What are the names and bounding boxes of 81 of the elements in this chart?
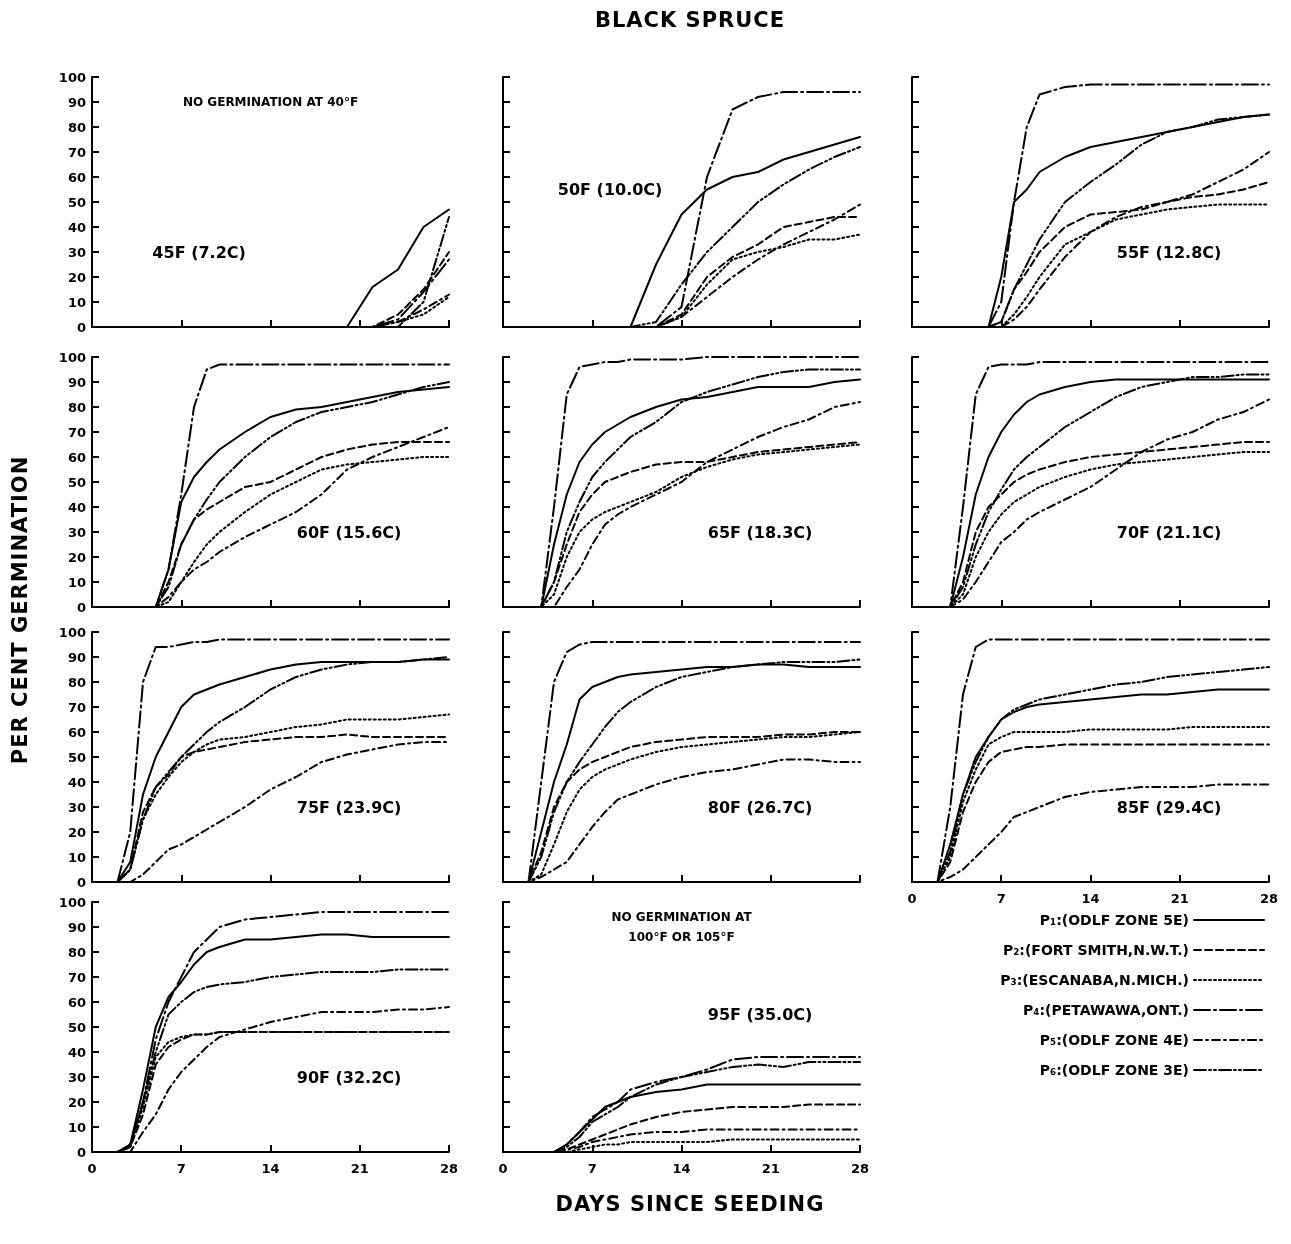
y-tick-label: 30	[67, 524, 86, 540]
annotation: 70F (21.1C)	[1116, 522, 1222, 542]
y-axis-title: PER CENT GERMINATION	[8, 455, 32, 765]
y-tick-label: 90	[67, 919, 86, 935]
x-tick-label: 0	[87, 1161, 97, 1176]
y-tick-label: 40	[67, 499, 86, 515]
x-tick-label: 21	[350, 1161, 369, 1176]
x-tick-label: 0	[498, 1161, 508, 1176]
x-tick-label: 21	[1170, 891, 1189, 906]
y-tick-label: 100	[58, 894, 86, 910]
y-tick-label: 80	[67, 944, 86, 960]
y-tick-label: 10	[67, 574, 86, 590]
y-tick-label: 30	[67, 799, 86, 815]
x-tick-label: 7	[176, 1161, 186, 1176]
y-tick-label: 90	[67, 374, 86, 390]
y-tick-label: 60	[67, 169, 86, 185]
y-tick-label: 20	[67, 824, 86, 840]
x-tick-label: 28	[850, 1161, 870, 1176]
y-tick-label: 60	[67, 994, 86, 1010]
annotation: NO GERMINATION AT 40°F	[182, 95, 359, 109]
x-tick-label: 28	[439, 1161, 458, 1176]
y-tick-label: 10	[67, 294, 86, 310]
y-tick-label: 10	[67, 849, 86, 865]
annotation: NO GERMINATION AT 100°F OR 105°F	[611, 910, 753, 944]
annotation: 80F (26.7C)	[707, 797, 813, 817]
y-tick-label: 90	[67, 94, 86, 110]
y-tick-label: 20	[67, 269, 86, 285]
y-tick-label: 100	[58, 69, 86, 85]
x-tick-label: 7	[996, 891, 1006, 906]
annotation: 55F (12.8C)	[1116, 242, 1222, 262]
y-tick-label: 80	[67, 399, 86, 415]
annotation: 45F (7.2C)	[152, 242, 246, 262]
y-tick-label: 60	[67, 724, 86, 740]
legend-label: P₆:(ODLF ZONE 3E)	[1039, 1062, 1189, 1078]
y-tick-label: 100	[58, 624, 86, 640]
annotation: 95F (35.0C)	[707, 1005, 813, 1024]
y-tick-label: 50	[67, 749, 86, 765]
y-tick-label: 70	[67, 424, 86, 440]
y-tick-label: 0	[76, 1144, 86, 1160]
x-tick-label: 14	[672, 1161, 691, 1176]
y-tick-label: 40	[67, 774, 86, 790]
y-tick-label: 70	[67, 969, 86, 985]
chart-title: BLACK SPRUCE	[594, 8, 786, 32]
y-tick-label: 90	[67, 649, 86, 665]
y-tick-label: 10	[67, 1119, 86, 1135]
y-tick-label: 30	[67, 244, 86, 260]
y-tick-label: 20	[67, 549, 86, 565]
y-tick-label: 70	[67, 699, 86, 715]
x-tick-label: 28	[1259, 891, 1278, 906]
y-tick-label: 60	[67, 449, 86, 465]
y-tick-label: 40	[67, 219, 86, 235]
x-tick-label: 14	[261, 1161, 280, 1176]
y-tick-label: 80	[67, 119, 86, 135]
annotation: 65F (18.3C)	[707, 522, 813, 542]
y-tick-label: 20	[67, 1094, 86, 1110]
annotation: 50F (10.0C)	[557, 180, 663, 199]
y-tick-label: 0	[76, 599, 86, 615]
legend-label: P₄:(PETAWAWA,ONT.)	[1023, 1002, 1189, 1018]
y-tick-label: 50	[67, 474, 86, 490]
y-tick-label: 70	[67, 144, 86, 160]
annotation: 75F (23.9C)	[296, 797, 402, 817]
y-tick-label: 100	[58, 349, 86, 365]
legend-label: P₃:(ESCANABA,N.MICH.)	[1000, 972, 1189, 988]
y-tick-label: 50	[67, 1019, 86, 1035]
y-tick-label: 0	[76, 874, 86, 890]
legend-label: P₅:(ODLF ZONE 4E)	[1039, 1032, 1189, 1048]
x-axis-title: DAYS SINCE SEEDING	[555, 1192, 825, 1216]
x-tick-label: 0	[907, 891, 917, 906]
x-tick-label: 14	[1081, 891, 1100, 906]
annotation: 60F (15.6C)	[296, 522, 402, 542]
x-tick-label: 7	[587, 1161, 597, 1176]
x-tick-label: 21	[761, 1161, 780, 1176]
legend-label: P₂:(FORT SMITH,N.W.T.)	[1002, 942, 1189, 958]
annotation: 85F (29.4C)	[1116, 797, 1222, 817]
y-tick-label: 40	[67, 1044, 86, 1060]
y-tick-label: 80	[67, 674, 86, 690]
annotation: 90F (32.2C)	[296, 1067, 402, 1087]
y-tick-label: 30	[67, 1069, 86, 1085]
y-tick-label: 0	[76, 319, 86, 335]
legend-label: P₁:(ODLF ZONE 5E)	[1039, 912, 1189, 928]
y-tick-label: 50	[67, 194, 86, 210]
